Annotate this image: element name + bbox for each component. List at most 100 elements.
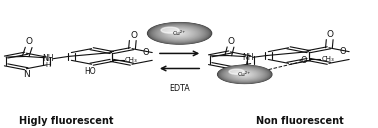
- Circle shape: [237, 72, 252, 77]
- Circle shape: [172, 31, 187, 36]
- Circle shape: [228, 69, 262, 80]
- Text: O: O: [26, 37, 33, 46]
- Circle shape: [241, 73, 249, 76]
- Circle shape: [230, 69, 260, 79]
- Text: Higly fluorescent: Higly fluorescent: [19, 116, 114, 126]
- Circle shape: [235, 71, 254, 78]
- Circle shape: [232, 70, 257, 78]
- Circle shape: [149, 23, 211, 44]
- Circle shape: [170, 30, 189, 36]
- Circle shape: [156, 25, 204, 41]
- Circle shape: [165, 29, 194, 38]
- Circle shape: [167, 29, 192, 38]
- Circle shape: [169, 30, 190, 37]
- Circle shape: [159, 26, 200, 40]
- Circle shape: [163, 28, 197, 39]
- Circle shape: [235, 71, 255, 78]
- Circle shape: [226, 68, 264, 81]
- Circle shape: [152, 24, 208, 43]
- Circle shape: [243, 74, 247, 75]
- Circle shape: [227, 68, 262, 80]
- Text: -O: -O: [298, 56, 308, 65]
- Circle shape: [178, 33, 181, 34]
- Circle shape: [243, 74, 246, 75]
- Circle shape: [154, 25, 205, 42]
- Circle shape: [171, 30, 188, 36]
- Circle shape: [177, 32, 183, 34]
- Circle shape: [231, 70, 258, 79]
- Text: NH: NH: [243, 53, 254, 62]
- Circle shape: [157, 26, 202, 41]
- Circle shape: [173, 31, 186, 35]
- Text: O: O: [130, 31, 137, 40]
- Circle shape: [164, 28, 195, 39]
- Circle shape: [167, 29, 192, 37]
- Circle shape: [218, 66, 271, 83]
- Circle shape: [228, 69, 261, 80]
- Circle shape: [220, 66, 270, 83]
- Circle shape: [242, 73, 248, 75]
- Text: NH: NH: [42, 54, 54, 63]
- Circle shape: [223, 67, 266, 82]
- Circle shape: [172, 31, 187, 36]
- Circle shape: [221, 66, 268, 82]
- Circle shape: [233, 71, 256, 78]
- Circle shape: [229, 69, 260, 80]
- Text: N: N: [23, 70, 30, 79]
- Circle shape: [225, 68, 264, 81]
- Circle shape: [240, 73, 249, 76]
- Circle shape: [244, 74, 245, 75]
- Circle shape: [239, 72, 251, 76]
- Circle shape: [160, 27, 199, 40]
- Circle shape: [220, 66, 269, 83]
- Text: O: O: [327, 30, 334, 39]
- Circle shape: [238, 72, 251, 77]
- Text: Cu²⁺: Cu²⁺: [238, 72, 251, 77]
- Circle shape: [225, 68, 265, 81]
- Text: Non fluorescent: Non fluorescent: [256, 116, 344, 126]
- Circle shape: [155, 25, 204, 42]
- Circle shape: [239, 73, 250, 76]
- Circle shape: [158, 26, 201, 41]
- Circle shape: [168, 30, 191, 37]
- Circle shape: [231, 70, 259, 79]
- Circle shape: [234, 71, 256, 78]
- Text: Cu²⁺: Cu²⁺: [173, 31, 186, 36]
- Text: H: H: [45, 62, 50, 68]
- Circle shape: [150, 23, 209, 43]
- Text: CH₃: CH₃: [321, 56, 334, 62]
- Circle shape: [177, 33, 182, 34]
- Circle shape: [218, 65, 272, 83]
- Circle shape: [237, 72, 253, 77]
- Circle shape: [152, 24, 207, 42]
- Text: O: O: [143, 48, 150, 57]
- Circle shape: [224, 67, 266, 81]
- Circle shape: [219, 66, 271, 83]
- Circle shape: [226, 68, 263, 81]
- Circle shape: [222, 67, 267, 82]
- Text: N: N: [225, 69, 232, 78]
- Circle shape: [179, 33, 180, 34]
- Circle shape: [156, 26, 203, 41]
- Circle shape: [229, 69, 244, 74]
- Text: O: O: [228, 37, 235, 46]
- Text: CH₃: CH₃: [125, 57, 138, 63]
- Circle shape: [166, 29, 193, 38]
- Circle shape: [147, 23, 212, 44]
- Circle shape: [222, 67, 268, 82]
- Text: O: O: [340, 47, 347, 56]
- Circle shape: [176, 32, 184, 35]
- Circle shape: [160, 27, 200, 40]
- Circle shape: [236, 71, 254, 77]
- Circle shape: [149, 23, 210, 44]
- Circle shape: [153, 25, 206, 42]
- Circle shape: [161, 27, 179, 33]
- Circle shape: [174, 31, 185, 35]
- Text: HO: HO: [84, 67, 96, 76]
- Circle shape: [241, 73, 248, 76]
- Circle shape: [232, 70, 258, 79]
- Circle shape: [161, 27, 198, 39]
- Circle shape: [164, 28, 195, 38]
- Circle shape: [151, 24, 208, 43]
- Text: EDTA: EDTA: [169, 84, 190, 93]
